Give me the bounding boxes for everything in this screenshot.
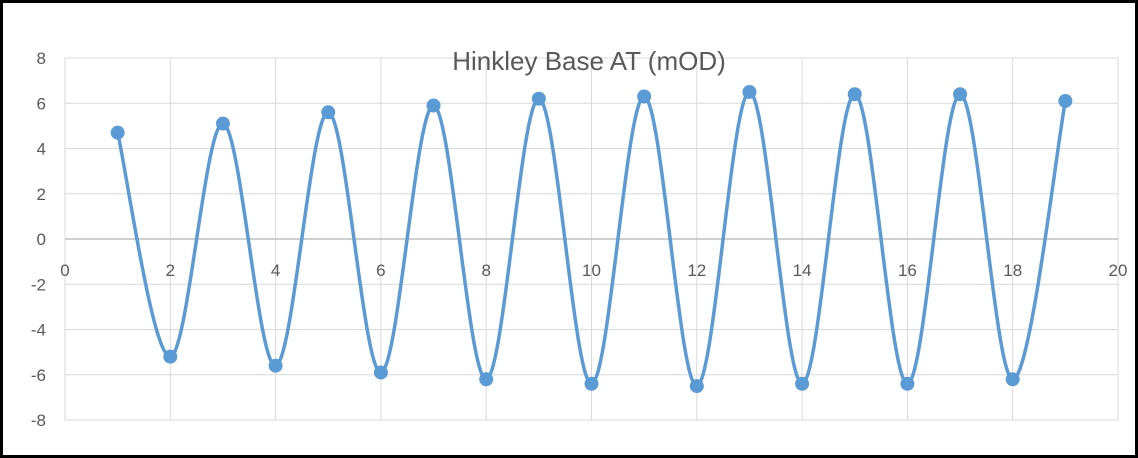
- x-tick-label: 10: [582, 261, 601, 280]
- y-tick-label: -2: [31, 275, 46, 294]
- chart-title: Hinkley Base AT (mOD): [452, 46, 726, 76]
- x-tick-label: 20: [1109, 261, 1128, 280]
- data-point: [110, 125, 125, 140]
- data-point: [268, 358, 283, 373]
- data-point: [795, 376, 810, 391]
- x-tick-label: 6: [376, 261, 385, 280]
- x-tick-label: 18: [1003, 261, 1022, 280]
- data-point: [689, 379, 704, 394]
- data-point: [584, 376, 599, 391]
- data-point: [321, 105, 336, 120]
- y-tick-label: 0: [37, 230, 46, 249]
- data-point: [1005, 372, 1020, 387]
- y-tick-labels: 8 6 4 2 0 -2 -4 -6 -8: [31, 49, 46, 430]
- y-tick-label: -6: [31, 366, 46, 385]
- y-tick-label: 2: [37, 185, 46, 204]
- y-tick-label: 8: [37, 49, 46, 68]
- y-tick-label: 6: [37, 94, 46, 113]
- data-point: [900, 376, 915, 391]
- y-tick-label: -8: [31, 411, 46, 430]
- y-tick-label: -4: [31, 321, 46, 340]
- data-point: [742, 84, 757, 99]
- x-tick-label: 12: [687, 261, 706, 280]
- data-point: [637, 89, 652, 104]
- x-tick-label: 8: [481, 261, 490, 280]
- data-point: [1058, 93, 1073, 108]
- x-tick-label: 2: [166, 261, 175, 280]
- data-point: [215, 116, 230, 131]
- x-tick-label: 4: [271, 261, 280, 280]
- data-point: [847, 87, 862, 102]
- series-layer: [110, 84, 1073, 394]
- data-point: [426, 98, 441, 113]
- x-tick-label: 0: [60, 261, 69, 280]
- x-tick-label: 16: [898, 261, 917, 280]
- data-point: [953, 87, 968, 102]
- data-point: [163, 349, 178, 364]
- data-point: [531, 91, 546, 106]
- x-tick-label: 14: [793, 261, 812, 280]
- y-tick-label: 4: [37, 140, 46, 159]
- data-point: [479, 372, 494, 387]
- data-point: [373, 365, 388, 380]
- x-tick-labels: 0 2 4 6 8 10 12 14 16 18 20: [60, 261, 1127, 280]
